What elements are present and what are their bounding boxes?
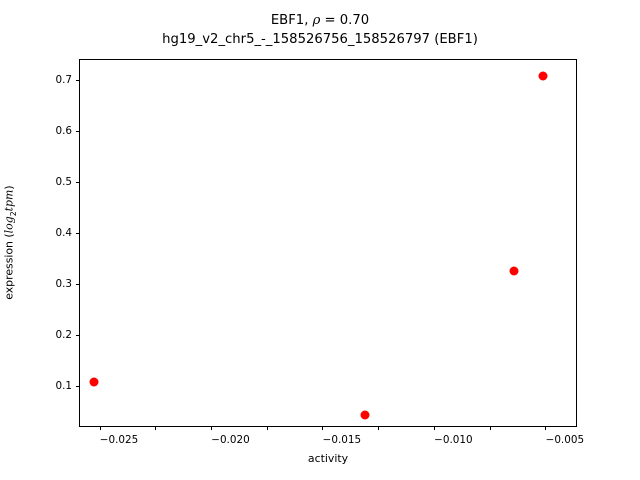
ylabel-math-tpm: tpm xyxy=(2,190,16,212)
x-tick: 0.000 xyxy=(378,426,380,430)
y-axis-label: expression (log2tpm) xyxy=(0,59,20,427)
x-axis-label: activity xyxy=(307,452,349,465)
x-tick-label: −0.025 xyxy=(99,434,139,446)
title-gene-rho-prefix: EBF1, xyxy=(270,13,313,28)
y-tick: 0.4 xyxy=(55,227,80,239)
data-point xyxy=(89,377,99,387)
data-point xyxy=(538,71,548,81)
y-tick: 0.5 xyxy=(55,176,80,188)
x-tick-label: −0.015 xyxy=(322,434,362,446)
chart-title: EBF1, ρ = 0.70 hg19_v2_chr5_-_158526756_… xyxy=(0,11,640,49)
y-axis-label-text: expression (log2tpm) xyxy=(2,186,17,300)
y-tick-label: 0.6 xyxy=(55,125,72,138)
x-tick: −0.020 xyxy=(155,426,250,446)
y-tick-label: 0.1 xyxy=(55,379,72,392)
data-point xyxy=(509,266,519,276)
y-tick-label: 0.4 xyxy=(55,227,72,240)
y-tick: 0.1 xyxy=(55,380,80,392)
x-tick: 0.005 xyxy=(433,426,435,430)
ylabel-sub-2: 2 xyxy=(8,211,18,217)
x-tick: −0.015 xyxy=(210,426,361,446)
y-tick-label: 0.3 xyxy=(55,278,72,291)
x-tick-label: −0.020 xyxy=(211,434,250,446)
x-tick-label: −0.005 xyxy=(545,434,585,446)
chart-title-line-1: EBF1, ρ = 0.70 xyxy=(0,11,640,30)
ylabel-suffix: ) xyxy=(2,185,16,191)
x-tick: −0.025 xyxy=(99,426,138,446)
x-tick: −0.005 xyxy=(322,426,584,446)
data-points-layer xyxy=(80,60,576,426)
y-tick: 0.6 xyxy=(55,125,80,137)
ylabel-math-log: log xyxy=(2,216,16,234)
plot-axes: −0.025 −0.020 −0.015 −0.010 −0.005 0.000 0.005… xyxy=(55,59,584,446)
x-tick: 0.015 xyxy=(545,426,547,430)
data-point xyxy=(360,410,370,420)
y-tick-label: 0.2 xyxy=(55,329,72,341)
y-tick-label: 0.5 xyxy=(55,176,72,189)
y-tick-label: 0.7 xyxy=(55,74,72,87)
y-tick: 0.7 xyxy=(55,74,80,86)
x-tick: 0.010 xyxy=(489,426,491,430)
x-tick: −0.010 xyxy=(266,426,473,446)
x-tick-label: −0.010 xyxy=(434,434,473,446)
title-rho-value: = 0.70 xyxy=(320,13,370,28)
ylabel-prefix: expression ( xyxy=(2,233,16,301)
chart-title-line-2: hg19_v2_chr5_-_158526756_158526797 (EBF1… xyxy=(162,32,478,47)
y-tick: 0.3 xyxy=(55,278,80,290)
rho-symbol: ρ xyxy=(312,13,321,28)
y-tick: 0.2 xyxy=(55,329,80,341)
